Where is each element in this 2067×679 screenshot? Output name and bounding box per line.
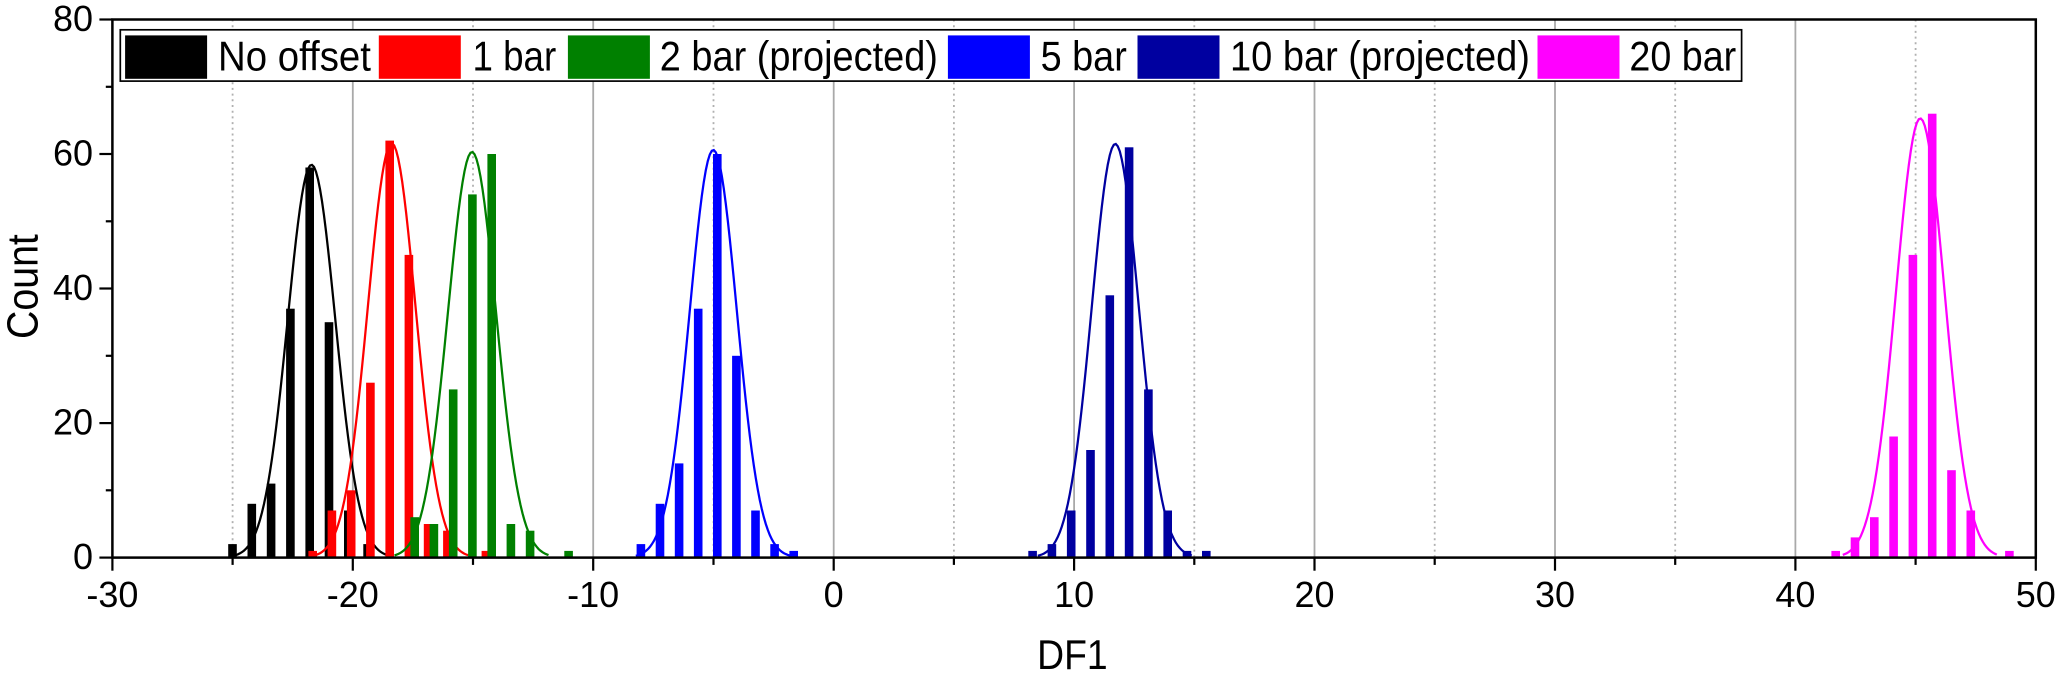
svg-text:10 bar (projected): 10 bar (projected) <box>1230 33 1530 80</box>
svg-text:10: 10 <box>1054 574 1094 615</box>
svg-text:DF1: DF1 <box>1037 631 1108 678</box>
svg-text:-10: -10 <box>567 574 619 615</box>
svg-text:30: 30 <box>1535 574 1575 615</box>
svg-text:0: 0 <box>824 574 844 615</box>
svg-text:-30: -30 <box>86 574 138 615</box>
svg-text:-20: -20 <box>327 574 379 615</box>
svg-text:50: 50 <box>2016 574 2056 615</box>
svg-text:No offset: No offset <box>218 33 371 80</box>
svg-text:Count: Count <box>0 234 48 339</box>
svg-text:40: 40 <box>1775 574 1815 615</box>
svg-text:2 bar (projected): 2 bar (projected) <box>660 33 938 80</box>
svg-text:40: 40 <box>53 267 93 308</box>
svg-text:1 bar: 1 bar <box>473 33 557 80</box>
svg-text:0: 0 <box>73 536 93 577</box>
svg-text:80: 80 <box>53 0 93 39</box>
svg-text:20: 20 <box>1294 574 1334 615</box>
svg-text:60: 60 <box>53 133 93 174</box>
svg-text:20 bar: 20 bar <box>1629 33 1736 80</box>
svg-text:5 bar: 5 bar <box>1041 33 1127 80</box>
svg-text:20: 20 <box>53 402 93 443</box>
